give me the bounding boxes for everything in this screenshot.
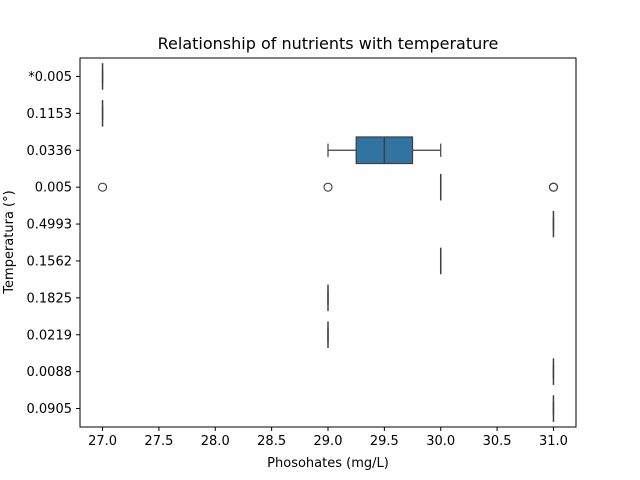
box-group — [327, 136, 442, 165]
x-tick-label: 30.0 — [426, 434, 455, 449]
y-tick-label: 0.005 — [35, 181, 72, 196]
x-tick-label: 28.5 — [257, 434, 286, 449]
outlier-point — [323, 182, 333, 192]
x-tick-label: 30.5 — [483, 434, 512, 449]
x-axis-label: Phosohates (mg/L) — [267, 456, 389, 471]
y-axis: *0.005 0.1153 0.0336 0.005 0.4993 0.1562 0.182… — [27, 70, 80, 417]
y-tick-label: 0.0336 — [27, 144, 73, 159]
plot-frame — [79, 57, 577, 428]
x-axis: 27.0 27.5 28.0 28.5 29.0 29.5 30.0 30.5 31.0 — [88, 427, 568, 449]
x-tick-label: 27.5 — [144, 434, 173, 449]
y-tick-label: 0.0219 — [27, 328, 73, 343]
plot-area — [97, 63, 559, 422]
y-tick-label: 0.0905 — [27, 402, 73, 417]
chart-title: Relationship of nutrients with temperatu… — [158, 34, 499, 53]
y-tick-label: 0.1153 — [27, 107, 73, 122]
y-tick-label: 0.4993 — [27, 218, 73, 233]
y-tick-label: 0.1562 — [27, 254, 73, 269]
y-tick-label: *0.005 — [28, 70, 72, 85]
x-tick-label: 31.0 — [539, 434, 568, 449]
y-tick-label: 0.1825 — [27, 291, 73, 306]
y-axis-label: Temperatura (°) — [2, 190, 17, 294]
outlier-point — [97, 182, 108, 192]
box-group — [97, 173, 559, 201]
x-tick-label: 29.5 — [370, 434, 399, 449]
x-tick-label: 27.0 — [88, 434, 117, 449]
x-tick-label: 28.0 — [201, 434, 230, 449]
y-tick-label: 0.0088 — [27, 365, 73, 380]
x-tick-label: 29.0 — [314, 434, 343, 449]
outlier-point — [548, 182, 559, 192]
